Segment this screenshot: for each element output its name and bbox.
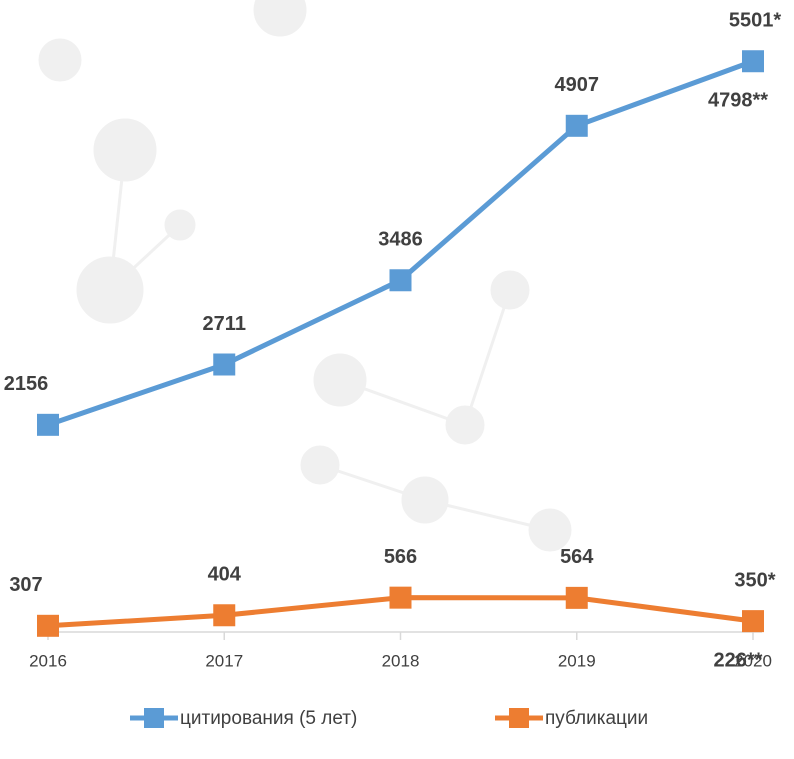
- point-marker: [37, 615, 59, 637]
- bg-node: [40, 40, 80, 80]
- annotation: 226**: [714, 649, 763, 671]
- chart: 2016201720182019202021562711348649075501…: [0, 0, 794, 759]
- bg-node: [166, 211, 194, 239]
- point-marker: [742, 50, 764, 72]
- point-marker: [742, 610, 764, 632]
- bg-node: [447, 407, 483, 443]
- x-tick-label: 2017: [205, 651, 243, 670]
- legend-label: цитирования (5 лет): [180, 708, 357, 729]
- value-label: 3486: [378, 229, 423, 251]
- point-marker: [213, 604, 235, 626]
- bg-node: [403, 478, 447, 522]
- page: 2016201720182019202021562711348649075501…: [0, 0, 794, 759]
- bg-node: [302, 447, 338, 483]
- point-marker: [37, 414, 59, 436]
- value-label: 404: [208, 564, 242, 586]
- value-label: 2156: [4, 373, 49, 395]
- legend-marker: [144, 708, 164, 728]
- point-marker: [213, 354, 235, 376]
- bg-node: [95, 120, 155, 180]
- x-tick-label: 2016: [29, 651, 67, 670]
- legend-marker: [509, 708, 529, 728]
- point-marker: [566, 115, 588, 137]
- bg-node: [315, 355, 365, 405]
- legend-label: публикации: [545, 708, 648, 729]
- x-tick-label: 2019: [558, 651, 596, 670]
- value-label: 5501*: [729, 10, 781, 32]
- point-marker: [566, 587, 588, 609]
- bg-node: [530, 510, 570, 550]
- point-marker: [390, 269, 412, 291]
- background-network: [40, 0, 570, 550]
- bg-node: [492, 272, 528, 308]
- value-label: 350*: [734, 569, 775, 591]
- bg-node: [78, 258, 142, 322]
- bg-node: [255, 0, 305, 35]
- point-marker: [390, 587, 412, 609]
- x-tick-label: 2018: [382, 651, 420, 670]
- annotation: 4798**: [708, 90, 768, 112]
- bg-line: [465, 290, 510, 425]
- value-label: 307: [9, 574, 42, 596]
- value-label: 564: [560, 546, 594, 568]
- value-label: 566: [384, 546, 417, 568]
- value-label: 2711: [203, 313, 246, 335]
- value-label: 4907: [555, 74, 600, 96]
